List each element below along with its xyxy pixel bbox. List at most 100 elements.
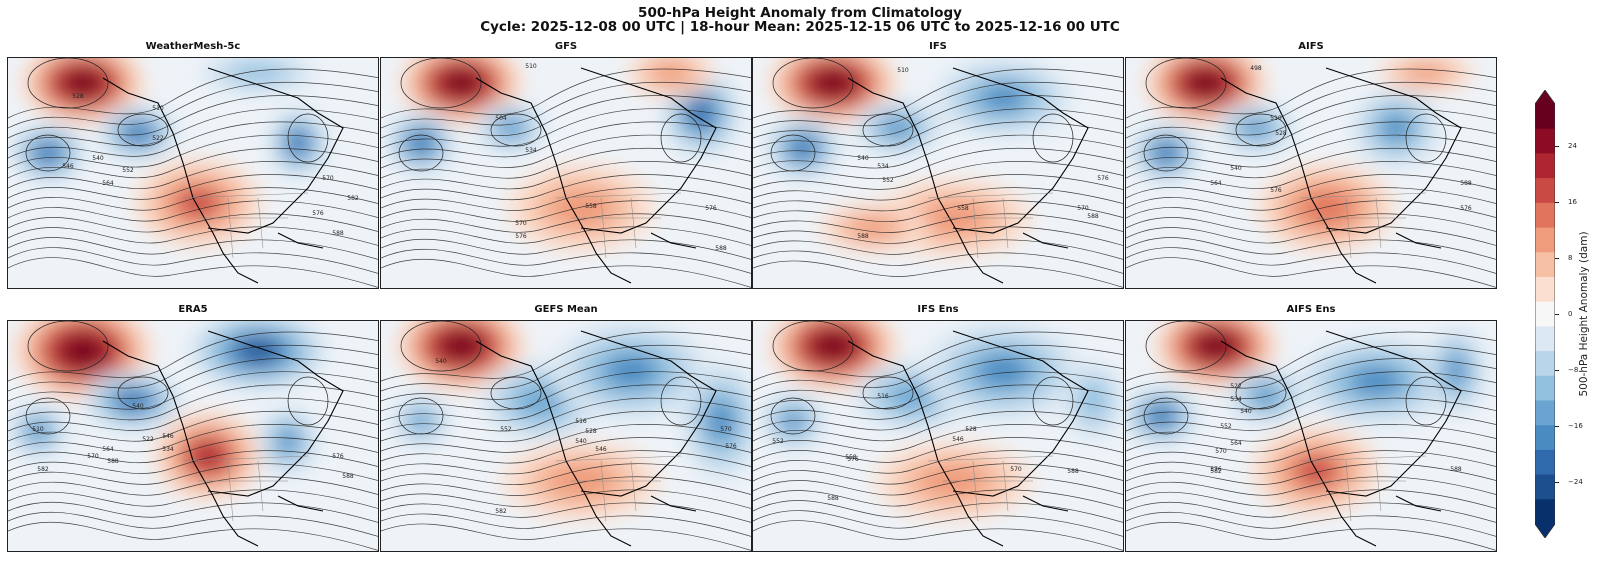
height-contour xyxy=(1126,68,1496,119)
panel-title: AIFS Ens xyxy=(1286,304,1336,315)
height-contour xyxy=(1126,358,1496,402)
colorbar-band xyxy=(1535,449,1555,476)
height-contour xyxy=(8,344,378,392)
panel-title: WeatherMesh-5c xyxy=(145,41,241,52)
closed-contour xyxy=(1032,113,1074,163)
political-borders xyxy=(182,192,309,259)
colorbar-tick-mark xyxy=(1555,258,1559,259)
map-panel: GEFS Mean 540 516 528 540 552 546 576 570 582 xyxy=(380,304,752,552)
colorbar-tick-label: −8 xyxy=(1568,366,1579,374)
coastline xyxy=(847,67,1089,284)
closed-contour xyxy=(1235,113,1287,147)
height-contour xyxy=(8,108,378,149)
contour-label: 510 xyxy=(525,63,537,70)
colorbar-band xyxy=(1535,375,1555,401)
height-contour xyxy=(381,161,751,190)
height-contour xyxy=(753,108,1123,149)
political-borders xyxy=(182,455,309,522)
colorbar-band xyxy=(1535,474,1555,500)
panel-title: IFS Ens xyxy=(917,304,959,315)
height-contour xyxy=(8,257,378,288)
height-contour xyxy=(8,384,378,422)
colorbar-tick-label: 0 xyxy=(1568,310,1573,318)
closed-contour xyxy=(772,58,854,109)
colorbar-extend-min xyxy=(1535,524,1555,538)
anomaly-map: 528 510 522 540 546 552 564 570 582 588 576 xyxy=(7,57,379,289)
contour-label: 588 xyxy=(1460,180,1472,187)
contour-label: 576 xyxy=(705,205,717,212)
negative-anomaly-region xyxy=(1381,114,1411,142)
closed-contour xyxy=(398,397,444,435)
height-contour xyxy=(381,213,751,233)
contour-label: 576 xyxy=(1460,205,1472,212)
contour-label: 552 xyxy=(882,177,894,184)
political-borders xyxy=(555,192,682,259)
closed-contour xyxy=(862,376,914,410)
contour-label: 528 xyxy=(1275,130,1287,137)
contour-label: 522 xyxy=(1230,383,1242,390)
height-contour xyxy=(8,331,378,382)
height-contour xyxy=(1126,247,1496,274)
contour-label: 576 xyxy=(1097,175,1109,182)
positive-anomaly-region xyxy=(1193,74,1219,92)
height-contour xyxy=(1126,489,1496,509)
contour-label: 576 xyxy=(332,453,344,460)
height-contour xyxy=(1126,450,1496,474)
colorbar-band xyxy=(1535,499,1555,525)
height-contour xyxy=(8,512,378,537)
height-contour xyxy=(8,226,378,246)
contour-label: 534 xyxy=(877,163,889,170)
colorbar-band xyxy=(1535,128,1555,154)
colorbar xyxy=(1535,90,1555,538)
figure-subtitle: Cycle: 2025-12-08 00 UTC | 18-hour Mean:… xyxy=(480,19,1120,35)
contour-label: 570 xyxy=(1077,205,1089,212)
height-contour xyxy=(8,68,378,119)
height-contour xyxy=(1126,397,1496,432)
height-contour xyxy=(381,226,751,246)
height-contour xyxy=(753,397,1123,432)
closed-contour xyxy=(1143,397,1189,435)
height-contour xyxy=(1126,213,1496,233)
height-contour xyxy=(753,121,1123,159)
height-contour xyxy=(753,174,1123,201)
colorbar-band xyxy=(1535,425,1555,451)
height-contour xyxy=(753,424,1123,452)
contour-label: 588 xyxy=(342,473,354,480)
map-panel: ERA5 510 540 522 534 546 564 570 582 588 576 588 xyxy=(7,304,379,552)
closed-contour xyxy=(400,321,482,372)
height-contour xyxy=(1126,424,1496,453)
height-contour xyxy=(8,174,378,200)
map-panel: IFS 510 540 534 552 558 570 588 588 576 xyxy=(752,41,1124,289)
contour-label: 564 xyxy=(1210,180,1222,187)
negative-anomaly-region xyxy=(1446,356,1466,386)
negative-anomaly-region xyxy=(792,139,814,157)
height-contour xyxy=(753,134,1123,169)
closed-contour xyxy=(490,376,542,410)
contour-label: 558 xyxy=(845,454,857,461)
height-contour xyxy=(8,134,378,169)
height-contour xyxy=(381,331,751,382)
contour-label: 552 xyxy=(122,167,134,174)
panel-title: ERA5 xyxy=(178,304,208,315)
contour-label: 510 xyxy=(1270,115,1282,122)
negative-anomaly-region xyxy=(604,354,658,388)
contour-label: 588 xyxy=(857,233,869,240)
anomaly-map: 510 540 522 534 546 564 570 582 588 576 588 xyxy=(7,320,379,552)
panel-title: GEFS Mean xyxy=(534,304,598,315)
height-contour xyxy=(1126,134,1496,169)
height-contour xyxy=(381,147,751,179)
height-contour xyxy=(381,502,751,523)
height-contour xyxy=(381,450,751,475)
contour-label: 576 xyxy=(847,456,859,463)
positive-anomaly-region xyxy=(1404,64,1448,82)
height-contour xyxy=(381,249,751,274)
height-contour xyxy=(381,174,751,201)
coastline xyxy=(1220,330,1462,547)
contour-label: 540 xyxy=(92,155,104,162)
colorbar-tick-label: 16 xyxy=(1568,198,1577,206)
panel-title: IFS xyxy=(929,41,947,52)
height-contour xyxy=(1126,437,1496,464)
height-contour xyxy=(8,247,378,274)
negative-anomaly-region xyxy=(782,411,804,431)
